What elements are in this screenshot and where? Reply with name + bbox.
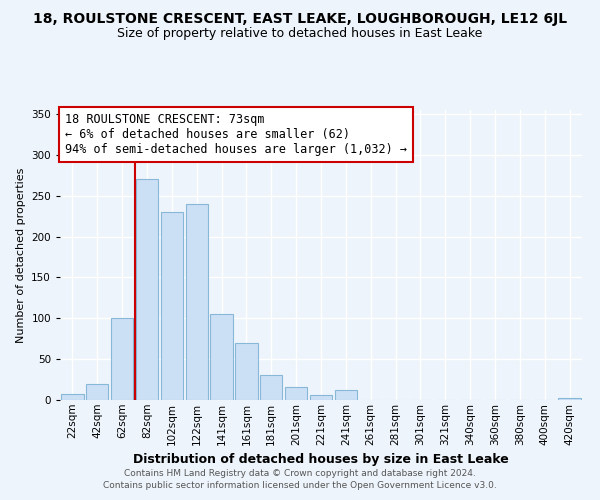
Bar: [185, 204, 208, 400]
Text: Contains public sector information licensed under the Open Government Licence v3: Contains public sector information licen…: [103, 481, 497, 490]
Bar: [559, 398, 581, 400]
Y-axis label: Number of detached properties: Number of detached properties: [16, 168, 26, 342]
Bar: [86, 384, 109, 400]
Text: 18, ROULSTONE CRESCENT, EAST LEAKE, LOUGHBOROUGH, LE12 6JL: 18, ROULSTONE CRESCENT, EAST LEAKE, LOUG…: [33, 12, 567, 26]
Text: 18 ROULSTONE CRESCENT: 73sqm
← 6% of detached houses are smaller (62)
94% of sem: 18 ROULSTONE CRESCENT: 73sqm ← 6% of det…: [65, 113, 407, 156]
Bar: [61, 394, 83, 400]
Text: Size of property relative to detached houses in East Leake: Size of property relative to detached ho…: [118, 28, 482, 40]
Bar: [111, 318, 133, 400]
Text: Contains HM Land Registry data © Crown copyright and database right 2024.: Contains HM Land Registry data © Crown c…: [124, 468, 476, 477]
Bar: [335, 390, 357, 400]
Bar: [285, 387, 307, 400]
X-axis label: Distribution of detached houses by size in East Leake: Distribution of detached houses by size …: [133, 453, 509, 466]
Bar: [136, 180, 158, 400]
Bar: [161, 212, 183, 400]
Bar: [310, 395, 332, 400]
Bar: [235, 343, 257, 400]
Bar: [260, 376, 283, 400]
Bar: [211, 314, 233, 400]
